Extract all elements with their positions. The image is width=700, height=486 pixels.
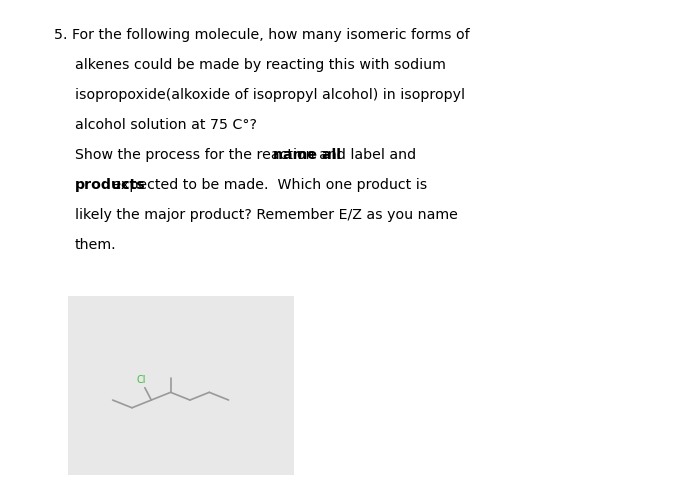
Text: expected to be made.  Which one product is: expected to be made. Which one product i… [108,178,427,192]
Text: Show the process for the reaction and label and ​nameall: Show the process for the reaction and la… [75,148,477,162]
FancyBboxPatch shape [68,296,294,475]
Text: alkenes could be made by reacting this with sodium: alkenes could be made by reacting this w… [75,58,445,72]
Text: alcohol solution at 75 C°?: alcohol solution at 75 C°? [75,118,257,132]
Text: products: products [75,178,145,192]
Text: Cl: Cl [136,375,146,385]
Text: name all: name all [272,148,341,162]
Text: 5. For the following molecule, how many isomeric forms of: 5. For the following molecule, how many … [54,28,469,42]
Text: likely the major product? Remember E/Z as you name: likely the major product? Remember E/Z a… [75,208,458,222]
Text: isopropoxide(alkoxide of isopropyl alcohol) in isopropyl: isopropoxide(alkoxide of isopropyl alcoh… [75,88,465,102]
Text: them.: them. [75,238,116,252]
Text: Show the process for the reaction and label and: Show the process for the reaction and la… [75,148,420,162]
